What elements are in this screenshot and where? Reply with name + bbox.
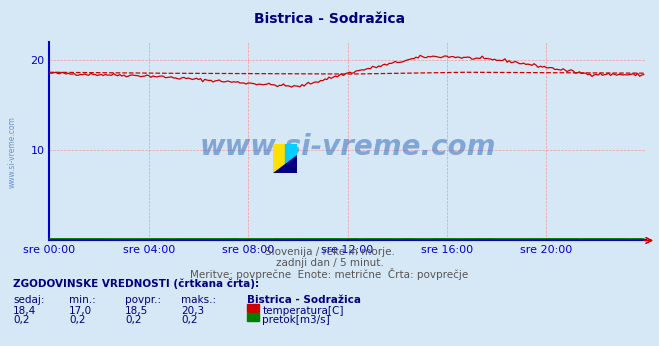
Text: maks.:: maks.: (181, 295, 216, 305)
Text: sedaj:: sedaj: (13, 295, 45, 305)
Text: temperatura[C]: temperatura[C] (262, 306, 344, 316)
Polygon shape (273, 155, 297, 173)
Text: 0,2: 0,2 (125, 315, 142, 325)
Text: Bistrica - Sodražica: Bistrica - Sodražica (247, 295, 361, 305)
Text: 18,4: 18,4 (13, 306, 36, 316)
Text: 20,3: 20,3 (181, 306, 204, 316)
Text: Bistrica - Sodražica: Bistrica - Sodražica (254, 12, 405, 26)
Text: pretok[m3/s]: pretok[m3/s] (262, 315, 330, 325)
Text: Meritve: povprečne  Enote: metrične  Črta: povprečje: Meritve: povprečne Enote: metrične Črta:… (190, 268, 469, 280)
Text: 18,5: 18,5 (125, 306, 148, 316)
Text: zadnji dan / 5 minut.: zadnji dan / 5 minut. (275, 258, 384, 268)
Text: 0,2: 0,2 (69, 315, 86, 325)
Text: 17,0: 17,0 (69, 306, 92, 316)
Text: www.si-vreme.com: www.si-vreme.com (8, 116, 17, 188)
Text: 0,2: 0,2 (13, 315, 30, 325)
Text: min.:: min.: (69, 295, 96, 305)
Text: povpr.:: povpr.: (125, 295, 161, 305)
Text: Slovenija / reke in morje.: Slovenija / reke in morje. (264, 247, 395, 257)
Bar (285, 144, 297, 173)
Text: 0,2: 0,2 (181, 315, 198, 325)
Bar (273, 144, 285, 173)
Text: ZGODOVINSKE VREDNOSTI (črtkana črta):: ZGODOVINSKE VREDNOSTI (črtkana črta): (13, 279, 259, 289)
Text: www.si-vreme.com: www.si-vreme.com (200, 133, 496, 161)
